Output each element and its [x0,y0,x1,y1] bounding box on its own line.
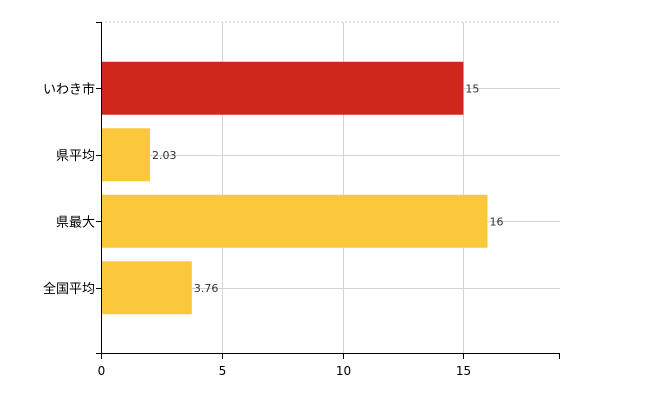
category-label: いわき市 [43,81,95,97]
category-label: 県平均 [56,149,95,164]
x-tick-label: 0 [98,364,106,378]
bar [102,261,192,315]
category-label: 全国平均 [43,281,95,297]
bars [102,61,488,315]
bar [102,194,488,248]
x-tick-label: 5 [219,364,227,378]
data-label: 3.76 [194,282,219,295]
data-label: 15 [465,82,479,95]
category-label: 県最大 [56,215,95,230]
bar [102,128,151,182]
data-label: 16 [490,215,504,228]
x-tick-label: 10 [336,364,351,378]
x-tick-label: 15 [456,364,471,378]
bar [102,61,464,115]
axes [96,22,560,359]
data-label: 2.03 [152,149,177,162]
